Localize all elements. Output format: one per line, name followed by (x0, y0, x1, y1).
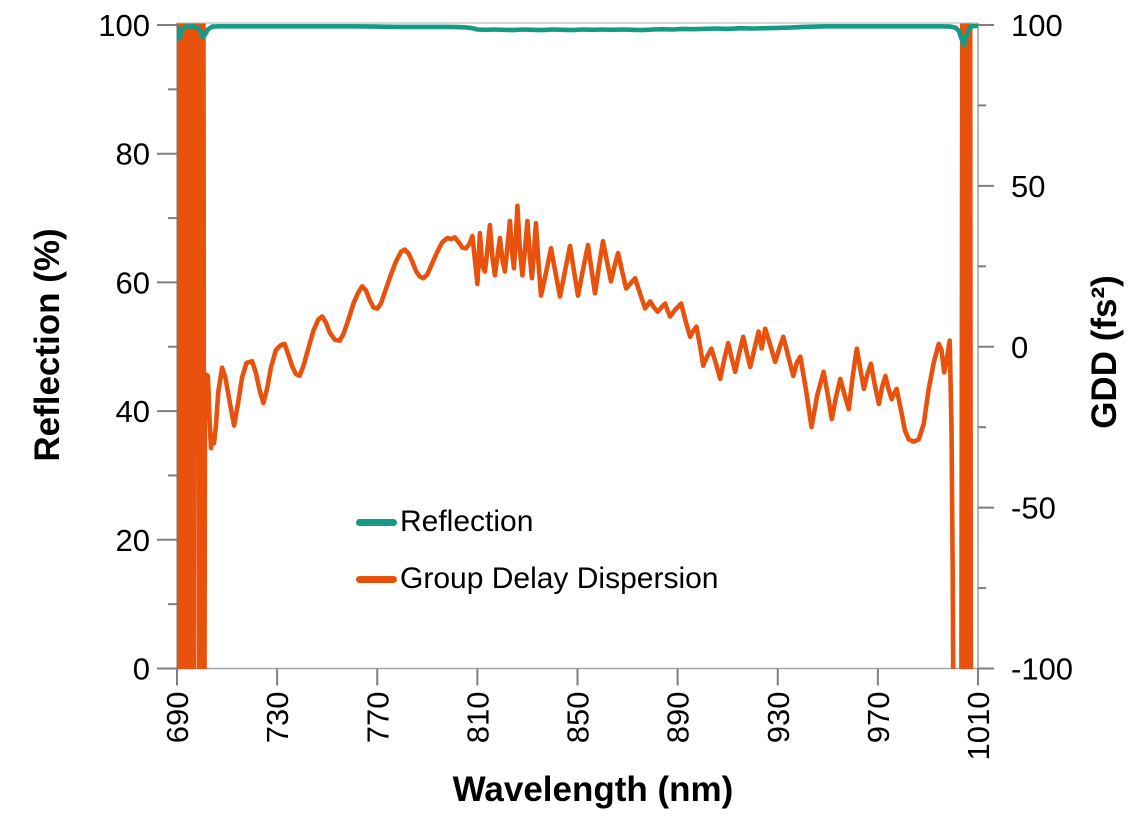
reflection-series-line (177, 23, 978, 48)
gdd-legend-label: Group Delay Dispersion (400, 562, 719, 595)
x-tick-label: 770 (360, 692, 395, 744)
right-tick-label: 0 (1011, 330, 1028, 365)
left-tick-label: 20 (116, 523, 150, 558)
reflection-legend-swatch (356, 518, 397, 526)
gdd-legend-swatch (356, 575, 397, 583)
x-tick-label: 730 (260, 692, 295, 744)
x-tick-label: 810 (460, 692, 495, 744)
gdd-series-line (177, 23, 974, 669)
left-tick-label: 40 (116, 394, 150, 429)
x-tick-label: 850 (561, 692, 596, 744)
left-tick-label: 60 (116, 265, 150, 300)
x-tick-label: 930 (761, 692, 796, 744)
legend-item-reflection: Reflection (356, 505, 718, 539)
axis-tick-labels: 0 20 40 60 80 100 100 50 0 -50 -100 690 730 770 810 850… (98, 8, 1073, 760)
legend: Reflection Group Delay Dispersion (356, 505, 718, 596)
x-tick-label: 970 (861, 692, 896, 744)
reflection-legend-label: Reflection (400, 505, 534, 538)
x-tick-label: 690 (160, 692, 195, 744)
x-axis-title: Wavelength (nm) (452, 770, 734, 809)
left-tick-label: 80 (116, 137, 150, 172)
right-tick-label: 100 (1011, 8, 1063, 43)
right-tick-label: -50 (1011, 491, 1056, 526)
x-tick-label: 1010 (961, 692, 996, 761)
left-tick-label: 0 (133, 652, 150, 687)
axis-ticks (157, 24, 994, 686)
right-axis-title: GDD (fs²) (1085, 275, 1124, 429)
legend-item-gdd: Group Delay Dispersion (356, 562, 718, 596)
left-tick-label: 100 (98, 8, 150, 43)
x-tick-label: 890 (661, 692, 696, 744)
left-axis-title: Reflection (%) (28, 228, 67, 462)
right-tick-label: -100 (1011, 652, 1073, 687)
right-tick-label: 50 (1011, 169, 1045, 204)
